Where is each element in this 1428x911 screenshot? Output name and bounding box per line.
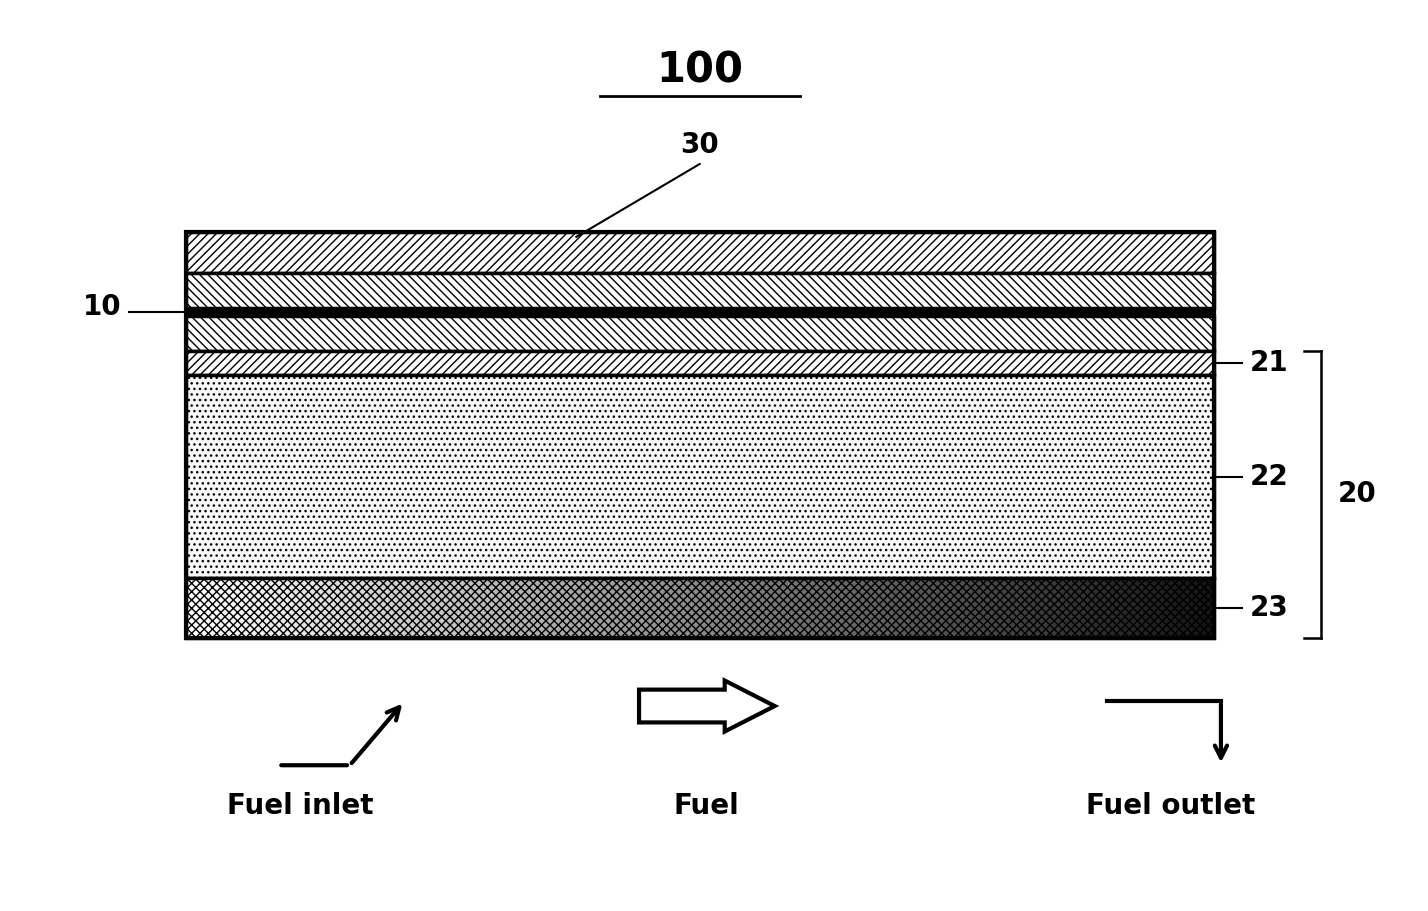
Bar <box>803 578 817 638</box>
Bar <box>533 578 547 638</box>
Bar <box>623 578 637 638</box>
Bar <box>443 578 457 638</box>
Bar <box>841 578 855 638</box>
Bar <box>186 232 1214 638</box>
Bar <box>211 578 226 638</box>
Bar <box>430 578 444 638</box>
Bar <box>867 578 881 638</box>
Bar <box>854 578 868 638</box>
Bar <box>982 578 997 638</box>
Bar <box>892 578 907 638</box>
Bar <box>1072 578 1087 638</box>
Bar <box>327 578 341 638</box>
Bar <box>186 232 1214 273</box>
Bar <box>1098 578 1112 638</box>
Bar <box>314 578 328 638</box>
Bar <box>494 578 508 638</box>
Bar <box>378 578 393 638</box>
Bar <box>186 273 1214 308</box>
Bar <box>520 578 534 638</box>
Bar <box>1111 578 1125 638</box>
Bar <box>764 578 778 638</box>
Bar <box>880 578 894 638</box>
Bar <box>931 578 945 638</box>
Bar <box>186 308 1214 316</box>
Text: 22: 22 <box>1250 463 1288 491</box>
Bar <box>674 578 688 638</box>
Text: 30: 30 <box>680 131 720 159</box>
Bar <box>301 578 316 638</box>
Bar <box>970 578 984 638</box>
Bar <box>186 316 1214 351</box>
Bar <box>1124 578 1138 638</box>
Bar <box>186 351 1214 375</box>
Bar <box>391 578 406 638</box>
Bar <box>597 578 611 638</box>
Bar <box>635 578 650 638</box>
Bar <box>725 578 740 638</box>
Text: 23: 23 <box>1250 594 1288 622</box>
Bar <box>1188 578 1202 638</box>
Bar <box>828 578 843 638</box>
Bar <box>957 578 971 638</box>
Bar <box>481 578 496 638</box>
Bar <box>1175 578 1190 638</box>
Bar <box>777 578 791 638</box>
Bar <box>713 578 727 638</box>
Bar <box>944 578 958 638</box>
Bar <box>468 578 483 638</box>
Text: 21: 21 <box>1250 349 1288 377</box>
Bar <box>995 578 1010 638</box>
Bar <box>417 578 431 638</box>
Bar <box>404 578 418 638</box>
Text: 20: 20 <box>1338 480 1377 508</box>
Bar <box>918 578 932 638</box>
Bar <box>1085 578 1100 638</box>
Bar <box>1201 578 1215 638</box>
Bar <box>1060 578 1074 638</box>
Bar <box>751 578 765 638</box>
Bar <box>905 578 920 638</box>
Bar <box>1162 578 1177 638</box>
Bar <box>1047 578 1061 638</box>
Text: Fuel inlet: Fuel inlet <box>227 793 373 820</box>
Bar <box>250 578 264 638</box>
Text: 100: 100 <box>657 49 743 91</box>
Bar <box>661 578 675 638</box>
Bar <box>224 578 238 638</box>
Text: 10: 10 <box>83 293 121 322</box>
Bar <box>1150 578 1164 638</box>
Bar <box>288 578 303 638</box>
Bar <box>1137 578 1151 638</box>
Bar <box>1021 578 1035 638</box>
Bar <box>263 578 277 638</box>
Bar <box>186 578 200 638</box>
Bar <box>738 578 753 638</box>
Bar <box>237 578 251 638</box>
Bar <box>1008 578 1022 638</box>
Bar <box>545 578 560 638</box>
Bar <box>687 578 701 638</box>
Bar <box>340 578 354 638</box>
Text: Fuel: Fuel <box>674 793 740 820</box>
Bar <box>366 578 380 638</box>
Bar <box>1034 578 1048 638</box>
Bar <box>456 578 470 638</box>
Bar <box>186 578 1214 638</box>
Text: Fuel outlet: Fuel outlet <box>1087 793 1255 820</box>
Bar <box>815 578 830 638</box>
Bar <box>610 578 624 638</box>
Bar <box>276 578 290 638</box>
Bar <box>648 578 663 638</box>
Bar <box>507 578 521 638</box>
Bar <box>790 578 804 638</box>
Bar <box>571 578 585 638</box>
Bar <box>584 578 598 638</box>
Bar <box>198 578 213 638</box>
Bar <box>186 375 1214 578</box>
Polygon shape <box>640 681 774 732</box>
Bar <box>558 578 573 638</box>
Bar <box>700 578 714 638</box>
Bar <box>353 578 367 638</box>
